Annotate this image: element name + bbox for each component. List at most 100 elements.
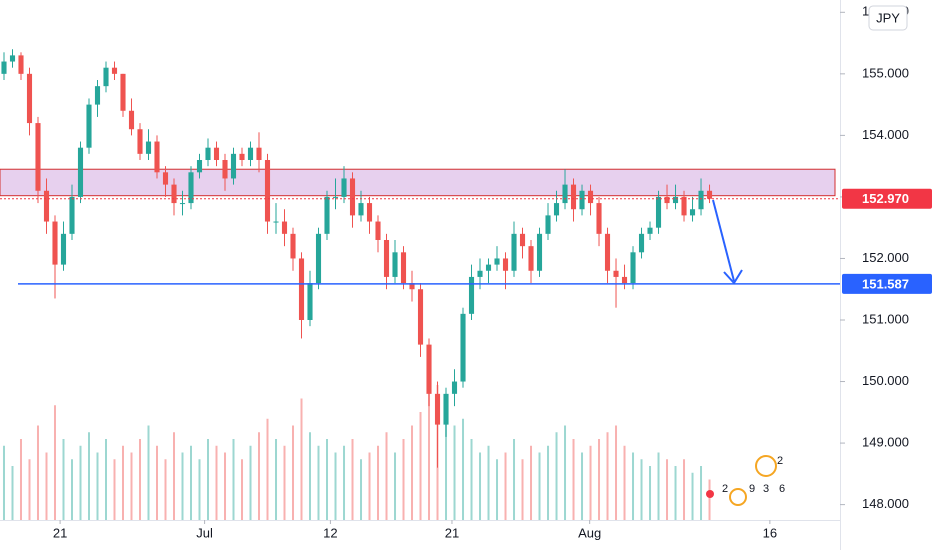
volume-bar [156, 445, 159, 520]
volume-bar [241, 459, 244, 520]
volume-bar [674, 466, 677, 520]
candle-body [672, 196, 679, 204]
candle-body [587, 190, 594, 204]
volume-bar [666, 459, 669, 520]
volume-bar [275, 439, 278, 520]
candle-body [103, 67, 109, 87]
volume-bar [215, 445, 218, 520]
volume-bar [581, 452, 584, 520]
event-icon [729, 488, 747, 506]
x-tick-label: 21 [53, 525, 67, 540]
volume-bar [113, 459, 116, 520]
candle-body [205, 147, 211, 160]
volume-bar [224, 452, 227, 520]
volume-bar [385, 432, 388, 520]
volume-bar [708, 479, 711, 520]
candle-body [409, 283, 415, 290]
candle-body [290, 233, 296, 259]
event-label: 2 [722, 483, 728, 495]
candle-body [502, 258, 509, 271]
candle-body [94, 86, 101, 105]
candle-body [596, 203, 602, 234]
candle-body [137, 129, 143, 154]
candle-body [1, 61, 7, 74]
candle-body [638, 233, 645, 253]
candle-body [154, 141, 160, 173]
candle-body [400, 252, 407, 284]
candle-body [111, 67, 118, 74]
volume-bar [368, 452, 371, 520]
volume-bar [649, 466, 652, 520]
volume-bar [623, 445, 626, 520]
event-dot [706, 490, 714, 498]
volume-bar [572, 439, 575, 520]
volume-bar [632, 452, 635, 520]
volume-bar [309, 432, 312, 520]
volume-bar [343, 445, 346, 520]
candle-body [681, 196, 687, 216]
volume-bar [62, 439, 65, 520]
volume-bar [164, 459, 167, 520]
candle-body [613, 270, 619, 277]
volume-bar [394, 452, 397, 520]
candle-body [9, 55, 16, 62]
candle-body [451, 381, 458, 394]
volume-bar [513, 439, 516, 520]
candle-body [281, 221, 288, 234]
volume-bar [462, 418, 465, 520]
volume-bar [87, 432, 90, 520]
volume-bar [606, 432, 609, 520]
volume-bar [547, 445, 550, 520]
volume-bar [45, 452, 48, 520]
candle-body [426, 344, 432, 394]
volume-bar [139, 439, 141, 520]
y-tick-label: 151.000 [862, 311, 909, 326]
volume-bar [683, 459, 686, 520]
candle-body [307, 283, 313, 320]
candle-body [366, 203, 373, 222]
candle-body [579, 190, 585, 210]
volume-bar [555, 432, 558, 520]
arrow-head [723, 269, 743, 285]
volume-bar [326, 439, 329, 520]
candle-body [545, 215, 551, 234]
volume-bar [598, 439, 601, 520]
currency-button[interactable] [868, 5, 908, 31]
volume-bar [479, 452, 482, 520]
candle-body [213, 147, 220, 160]
y-tick-label: 149.000 [862, 435, 909, 450]
volume-bar [36, 425, 39, 520]
candle-body [664, 196, 670, 204]
candle-body [392, 252, 398, 277]
volume-bar [96, 452, 99, 520]
candle-body [689, 209, 696, 216]
volume-bar [19, 439, 22, 520]
volume-bar [530, 445, 533, 520]
candle-body [69, 196, 75, 234]
candle-body [315, 233, 322, 284]
candle-body [120, 73, 126, 111]
volume-bar [564, 425, 567, 520]
price-label: 151.587 [862, 276, 909, 291]
candle-body [655, 196, 662, 228]
candle-body [630, 252, 636, 284]
plot-area [0, 49, 840, 520]
y-tick-label: 154.000 [862, 127, 909, 142]
candle-body [239, 153, 245, 160]
volume-bar [351, 439, 354, 520]
x-tick-label: Jul [196, 525, 213, 540]
candle-body [60, 233, 67, 265]
volume-bar [300, 398, 303, 520]
volume-bar [11, 466, 14, 520]
candle-body [528, 246, 534, 271]
volume-bar [657, 452, 660, 520]
event-icon [755, 455, 777, 477]
volume-bar [470, 439, 473, 520]
candle-body [162, 172, 169, 185]
volume-bar [411, 425, 414, 520]
volume-bar [70, 459, 73, 520]
volume-bar [487, 445, 490, 520]
volume-bar [419, 412, 422, 520]
price-label-box [842, 273, 932, 294]
